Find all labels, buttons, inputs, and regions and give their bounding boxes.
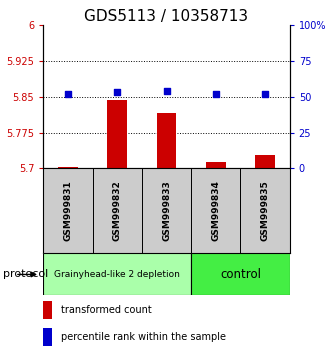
Point <box>262 91 268 97</box>
Bar <box>157 113 176 169</box>
Bar <box>58 167 78 169</box>
Bar <box>191 169 240 253</box>
Text: transformed count: transformed count <box>61 305 151 315</box>
Bar <box>206 162 226 169</box>
Bar <box>43 301 52 319</box>
Text: protocol: protocol <box>3 269 49 279</box>
Text: percentile rank within the sample: percentile rank within the sample <box>61 332 225 342</box>
Text: GSM999833: GSM999833 <box>162 181 171 241</box>
Text: GSM999834: GSM999834 <box>211 181 220 241</box>
Bar <box>240 169 290 253</box>
Bar <box>93 169 142 253</box>
Text: control: control <box>220 268 261 281</box>
Bar <box>255 155 275 169</box>
Bar <box>43 329 52 346</box>
Bar <box>191 253 290 296</box>
Bar <box>43 169 93 253</box>
Point <box>164 88 169 94</box>
Text: GSM999831: GSM999831 <box>63 181 73 241</box>
Text: GSM999835: GSM999835 <box>260 181 270 241</box>
Point <box>213 91 218 97</box>
Title: GDS5113 / 10358713: GDS5113 / 10358713 <box>85 8 248 24</box>
Bar <box>107 100 127 169</box>
Point <box>65 91 71 97</box>
Point <box>115 90 120 95</box>
Text: GSM999832: GSM999832 <box>113 181 122 241</box>
Bar <box>43 253 191 296</box>
Text: Grainyhead-like 2 depletion: Grainyhead-like 2 depletion <box>54 270 180 279</box>
Bar <box>142 169 191 253</box>
